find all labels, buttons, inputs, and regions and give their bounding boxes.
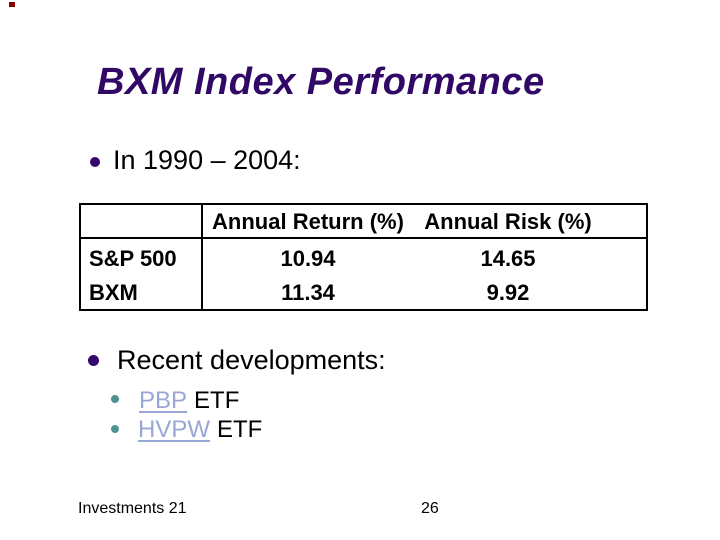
column-header-annual-return: Annual Return (%) [212,209,404,234]
sub-bullet-pbp: PBP ETF [139,388,239,414]
sub-bullet-icon [111,425,119,433]
bullet-icon [90,157,100,167]
sp500-annual-return-value: 10.94 [280,246,336,271]
slide-title: BXM Index Performance [97,61,545,103]
bullet-recent-text: Recent developments: [117,345,386,375]
corner-mark [9,2,15,7]
sp500-annual-risk-value: 14.65 [480,246,536,271]
sub-bullet-icon [111,395,119,403]
bxm-annual-risk-value: 9.92 [486,280,530,305]
table-vertical-divider [201,205,203,309]
row-label-sp500: S&P 500 [89,246,177,271]
pbp-link[interactable]: PBP [139,387,188,414]
bxm-annual-return-value: 11.34 [281,280,335,305]
bullet-icon [88,355,99,366]
hvpw-link[interactable]: HVPW [138,416,210,443]
bullet-period-text: In 1990 – 2004: [113,145,301,175]
row-label-bxm: BXM [89,280,138,305]
hvpw-etf-label: ETF [217,416,263,443]
sub-bullet-hvpw: HVPW ETF [138,417,262,443]
column-header-annual-risk: Annual Risk (%) [424,209,592,234]
pbp-etf-label: ETF [194,387,240,414]
table-header-divider [81,237,646,239]
performance-table: Annual Return (%) Annual Risk (%) S&P 50… [79,203,648,311]
slide-number: 26 [421,500,439,517]
footer-course-label: Investments 21 [78,500,187,517]
